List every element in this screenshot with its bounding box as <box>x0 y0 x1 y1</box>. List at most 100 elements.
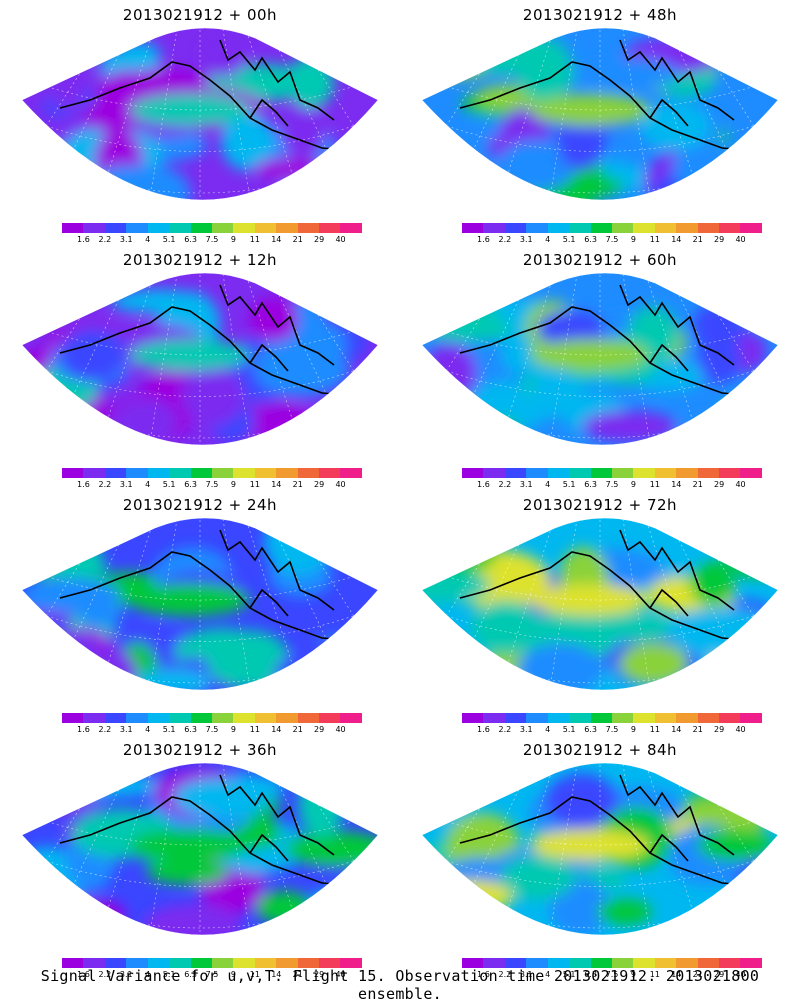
colorbar-segment <box>590 958 612 968</box>
colorbar-tick-label: 4 <box>545 480 551 489</box>
colorbar-segment <box>611 958 634 968</box>
colorbar-tick-label: 2.2 <box>498 480 512 489</box>
colorbar <box>62 223 362 233</box>
map-panel: 2013021912 + 24h 1.6 2.2 3.1 4 5.1 6.3 7.5 9 11 14… <box>0 490 400 735</box>
colorbar-segment <box>504 713 527 723</box>
colorbar-tick-label: 29 <box>714 235 725 244</box>
colorbar-tick-label: 21 <box>692 970 703 979</box>
colorbar-segment <box>611 468 634 478</box>
colorbar-tick-label: 1.6 <box>77 480 90 489</box>
colorbar-segment <box>740 713 762 723</box>
colorbar-tick-label: 9 <box>230 480 236 489</box>
colorbar-tick-label: 14 <box>671 480 682 489</box>
colorbar-tick-label: 7.5 <box>205 725 219 734</box>
colorbar-segment <box>340 223 362 233</box>
colorbar-segment <box>740 223 762 233</box>
variance-map <box>421 517 779 691</box>
colorbar-tick-label: 11 <box>249 480 260 489</box>
colorbar-tick-label: 6.3 <box>184 480 197 489</box>
colorbar-segment <box>633 713 655 723</box>
colorbar-segment <box>83 713 105 723</box>
colorbar-segment <box>126 468 148 478</box>
colorbar-tick-label: 40 <box>735 725 746 734</box>
colorbar-tick-label: 5.1 <box>562 480 576 489</box>
colorbar-segment <box>62 713 84 723</box>
colorbar-segment <box>254 958 277 968</box>
colorbar-segment <box>654 223 677 233</box>
colorbar-tick-label: 9 <box>230 235 236 244</box>
colorbar-segment <box>190 713 212 723</box>
colorbar-segment <box>719 958 741 968</box>
colorbar-segment <box>147 713 170 723</box>
colorbar-tick-label: 11 <box>249 235 260 244</box>
colorbar-tick-label: 2.2 <box>98 725 112 734</box>
colorbar-segment <box>504 223 527 233</box>
panel-title: 2013021912 + 00h <box>122 6 278 24</box>
colorbar-segment <box>676 713 698 723</box>
colorbar-tick-label: 11 <box>649 970 660 979</box>
colorbar-tick-label: 5.1 <box>162 480 176 489</box>
colorbar-segment <box>547 713 570 723</box>
colorbar-ticks: 1.6 2.2 3.1 4 5.1 6.3 7.5 9 11 14 21 29 40 <box>462 235 762 245</box>
colorbar-tick-label: 6.3 <box>584 725 597 734</box>
colorbar <box>62 958 362 968</box>
colorbar-segment <box>483 713 505 723</box>
colorbar-tick-label: 29 <box>714 970 725 979</box>
colorbar-tick-label: 4 <box>145 235 151 244</box>
colorbar-tick-label: 5.1 <box>562 970 576 979</box>
colorbar-segment <box>211 713 234 723</box>
colorbar-tick-label: 9 <box>630 480 636 489</box>
colorbar-tick-label: 29 <box>714 480 725 489</box>
colorbar-tick-label: 3.1 <box>119 725 133 734</box>
colorbar-segment <box>611 223 634 233</box>
colorbar-segment <box>526 713 548 723</box>
colorbar-segment <box>462 223 484 233</box>
colorbar-segment <box>340 468 362 478</box>
variance-map <box>421 272 779 446</box>
colorbar-tick-label: 21 <box>692 235 703 244</box>
map-panel: 2013021912 + 84h 1.6 2.2 3.1 4 5.1 6.3 7.5 9 11 14… <box>400 735 800 980</box>
colorbar-tick-label: 5.1 <box>162 235 176 244</box>
colorbar-tick-label: 9 <box>630 235 636 244</box>
colorbar-segment <box>147 223 170 233</box>
colorbar-tick-label: 3.1 <box>119 480 133 489</box>
colorbar-tick-label: 6.3 <box>584 235 597 244</box>
colorbar-segment <box>569 468 591 478</box>
colorbar-ticks: 1.6 2.2 3.1 4 5.1 6.3 7.5 9 11 14 21 29 40 <box>62 480 362 490</box>
colorbar-tick-label: 11 <box>249 970 260 979</box>
colorbar-tick-label: 3.1 <box>519 725 533 734</box>
colorbar-segment <box>526 468 548 478</box>
colorbar-segment <box>740 468 762 478</box>
panel-title: 2013021912 + 12h <box>122 251 278 269</box>
colorbar-tick-label: 21 <box>292 970 303 979</box>
colorbar-tick-label: 14 <box>271 970 282 979</box>
colorbar-segment <box>697 713 720 723</box>
colorbar-tick-label: 40 <box>335 970 346 979</box>
variance-map <box>421 27 779 201</box>
colorbar-tick-label: 29 <box>314 970 325 979</box>
colorbar-segment <box>276 223 298 233</box>
colorbar-segment <box>590 223 612 233</box>
panel-title: 2013021912 + 36h <box>122 741 278 759</box>
colorbar-tick-label: 40 <box>335 725 346 734</box>
colorbar <box>62 468 362 478</box>
map-panel: 2013021912 + 72h 1.6 2.2 3.1 4 5.1 6.3 7.5 9 11 14… <box>400 490 800 735</box>
colorbar-tick-label: 5.1 <box>562 235 576 244</box>
colorbar-tick-label: 14 <box>271 480 282 489</box>
colorbar-ticks: 1.6 2.2 3.1 4 5.1 6.3 7.5 9 11 14 21 29 40 <box>62 725 362 735</box>
colorbar-segment <box>83 223 105 233</box>
colorbar-segment <box>526 958 548 968</box>
colorbar-tick-label: 5.1 <box>562 725 576 734</box>
colorbar-tick-label: 29 <box>314 725 325 734</box>
colorbar-segment <box>483 468 505 478</box>
colorbar-segment <box>719 713 741 723</box>
colorbar-tick-label: 21 <box>692 480 703 489</box>
colorbar-segment <box>276 468 298 478</box>
colorbar-tick-label: 2.2 <box>498 970 512 979</box>
colorbar-tick-label: 3.1 <box>119 235 133 244</box>
colorbar-tick-label: 29 <box>314 235 325 244</box>
colorbar-tick-label: 14 <box>671 970 682 979</box>
colorbar-ticks: 1.6 2.2 3.1 4 5.1 6.3 7.5 9 11 14 21 29 40 <box>462 725 762 735</box>
colorbar-segment <box>590 713 612 723</box>
colorbar-tick-label: 21 <box>292 235 303 244</box>
